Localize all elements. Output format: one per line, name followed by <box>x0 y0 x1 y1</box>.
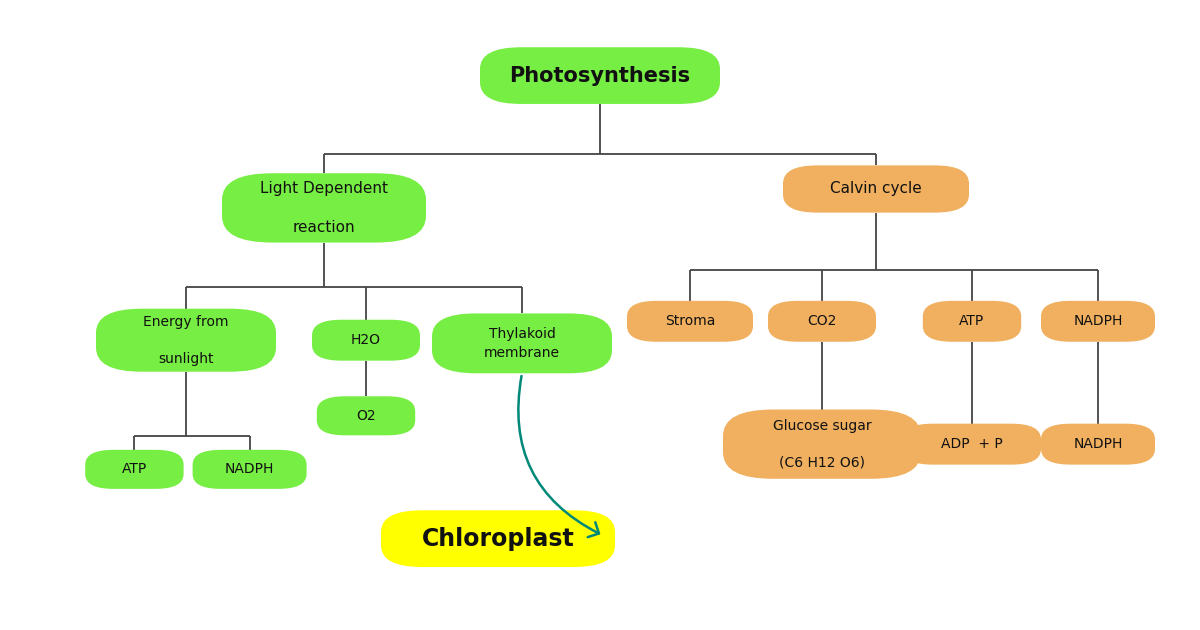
FancyBboxPatch shape <box>1042 424 1156 465</box>
FancyBboxPatch shape <box>1042 301 1156 341</box>
FancyBboxPatch shape <box>628 301 754 341</box>
FancyBboxPatch shape <box>317 396 415 435</box>
Text: Energy from

sunlight: Energy from sunlight <box>143 315 229 365</box>
FancyArrowPatch shape <box>518 376 599 537</box>
Text: ATP: ATP <box>959 314 985 328</box>
Text: ADP  + P: ADP + P <box>941 437 1003 451</box>
Text: Thylakoid
membrane: Thylakoid membrane <box>484 327 560 360</box>
FancyBboxPatch shape <box>192 450 307 489</box>
FancyBboxPatch shape <box>904 424 1042 465</box>
FancyBboxPatch shape <box>480 47 720 104</box>
Text: ATP: ATP <box>121 462 148 476</box>
Text: NADPH: NADPH <box>1073 437 1123 451</box>
FancyBboxPatch shape <box>432 313 612 373</box>
Text: Glucose sugar

(C6 H12 O6): Glucose sugar (C6 H12 O6) <box>773 419 871 469</box>
Text: NADPH: NADPH <box>224 462 275 476</box>
FancyBboxPatch shape <box>85 450 184 489</box>
Text: Light Dependent

reaction: Light Dependent reaction <box>260 181 388 235</box>
FancyBboxPatch shape <box>784 166 970 213</box>
FancyBboxPatch shape <box>312 320 420 360</box>
FancyBboxPatch shape <box>96 309 276 372</box>
FancyBboxPatch shape <box>722 410 922 479</box>
Text: O2: O2 <box>356 409 376 423</box>
Text: H2O: H2O <box>352 333 382 347</box>
FancyBboxPatch shape <box>923 301 1021 341</box>
Text: Stroma: Stroma <box>665 314 715 328</box>
FancyBboxPatch shape <box>382 510 616 567</box>
Text: Chloroplast: Chloroplast <box>421 527 575 551</box>
Text: Calvin cycle: Calvin cycle <box>830 181 922 197</box>
Text: CO2: CO2 <box>808 314 836 328</box>
Text: Photosynthesis: Photosynthesis <box>510 66 690 86</box>
FancyBboxPatch shape <box>222 173 426 243</box>
Text: NADPH: NADPH <box>1073 314 1123 328</box>
FancyBboxPatch shape <box>768 301 876 341</box>
